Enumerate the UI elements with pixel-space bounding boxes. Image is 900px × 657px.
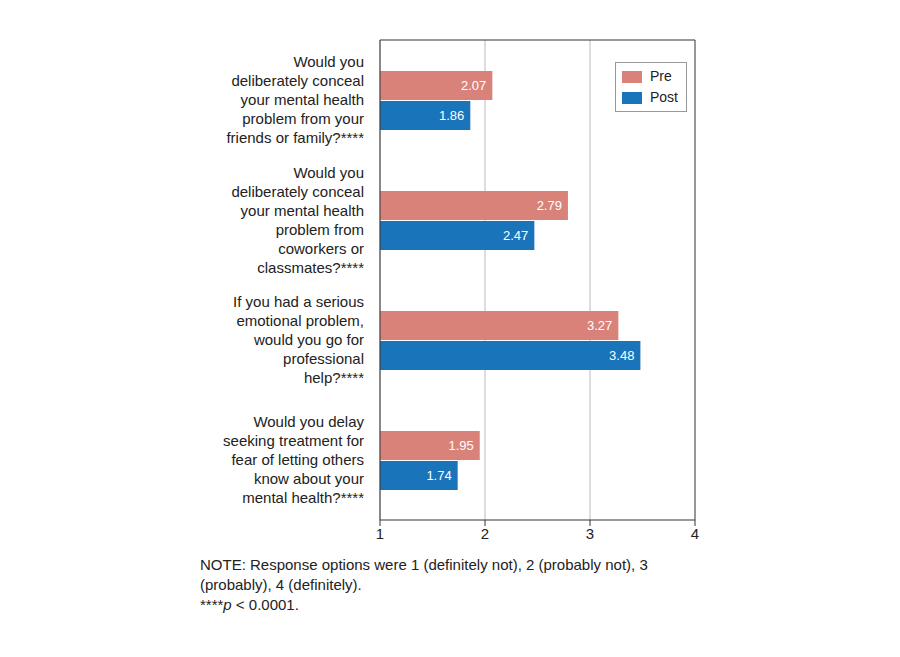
svg-text:If you had a seriousemotional: If you had a seriousemotional problem,wo…	[233, 293, 364, 386]
html-text:Pre: Pre	[650, 68, 672, 84]
html-text:NOTE: Response options were 1: NOTE: Response options were 1 (definitel…	[200, 556, 648, 593]
svg-text:3: 3	[586, 525, 594, 542]
svg-text:3.27: 3.27	[587, 318, 612, 333]
svg-text:Would you delayseeking treatme: Would you delayseeking treatment forfear…	[223, 413, 364, 506]
html-text:**** p < 0.0001.: **** p < 0.0001.	[200, 596, 299, 613]
svg-text:Would youdeliberately concealy: Would youdeliberately concealyour mental…	[226, 53, 364, 146]
svg-text:2: 2	[481, 525, 489, 542]
svg-text:2.47: 2.47	[503, 228, 528, 243]
svg-text:2.79: 2.79	[537, 198, 562, 213]
svg-text:Would youdeliberately concealy: Would youdeliberately concealyour mental…	[231, 164, 364, 276]
svg-text:1.74: 1.74	[426, 468, 451, 483]
svg-text:1.95: 1.95	[448, 438, 473, 453]
svg-text:1.86: 1.86	[439, 108, 464, 123]
svg-text:2.07: 2.07	[461, 78, 486, 93]
html-text:Post: Post	[650, 89, 678, 105]
svg-text:4: 4	[691, 525, 699, 542]
svg-text:1: 1	[376, 525, 384, 542]
svg-text:3.48: 3.48	[609, 348, 634, 363]
